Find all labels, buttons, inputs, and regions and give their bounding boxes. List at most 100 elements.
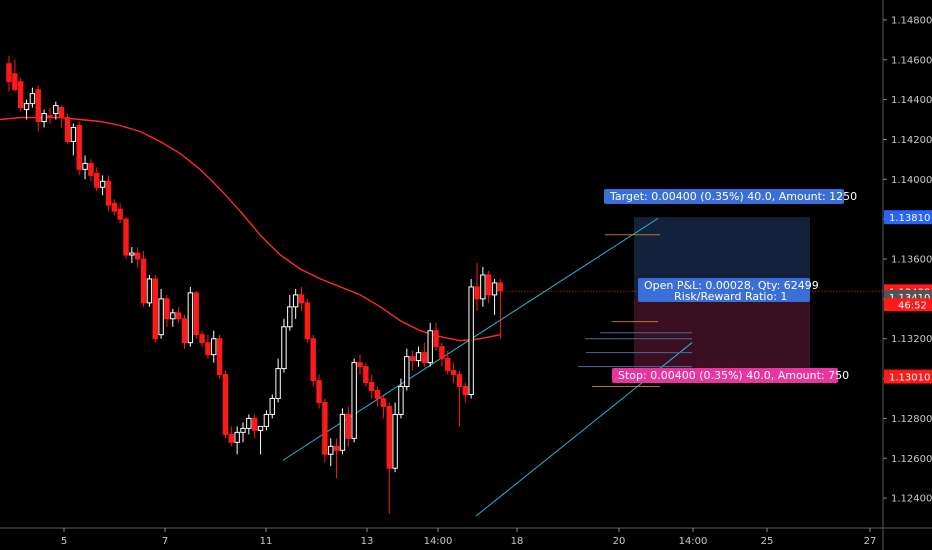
price-label-text: 1.13810 [889,213,930,224]
price-label-box[interactable] [884,210,932,225]
candle-body [304,302,311,340]
candle-body [234,431,240,443]
candle-body [18,81,24,109]
candle [205,334,211,359]
candle [58,105,65,128]
candle [257,425,264,455]
position-annotations[interactable]: Target: 0.00400 (0.35%) 40.0, Amount: 12… [604,189,857,383]
pnl-label-box[interactable] [638,278,810,302]
price-label-box[interactable] [884,369,932,384]
pnl-label[interactable]: Open P&L: 0.00028, Qty: 62499Risk/Reward… [638,278,819,303]
candle-body [117,208,123,220]
candle-body [170,312,176,320]
candle [275,358,281,403]
price-label[interactable]: 1.13010 [884,369,932,384]
position-zones [634,217,810,377]
price-tick-label: 1.12800 [891,414,932,425]
candle-body [129,252,135,256]
candle [140,251,147,307]
moving-average-line [0,116,501,342]
target-label[interactable]: Target: 0.00400 (0.35%) 40.0, Amount: 12… [604,189,857,204]
candle [76,121,82,176]
candle [263,410,270,431]
candle-body [415,352,422,362]
candle [456,370,463,427]
candle-body [287,306,293,328]
candle-body [64,117,71,142]
price-tick-label: 1.12600 [891,454,932,465]
candle [374,386,381,407]
candle [228,426,235,447]
candle [82,155,88,180]
candle-body [292,294,299,308]
candle [439,342,445,367]
price-tick-label: 1.14600 [891,55,932,66]
stop-label-text: Stop: 0.00400 (0.35%) 40.0, Amount: 750 [618,369,849,382]
candle-body [140,258,147,304]
candle-body [398,386,404,415]
candle-body [23,103,30,111]
candle-body [310,338,316,382]
candle-body [175,312,182,320]
candle [246,414,252,435]
candle [64,113,71,144]
candle [94,167,100,192]
candle-body [252,417,258,431]
candle-body [76,125,82,170]
candle [234,426,240,455]
candle [445,350,451,375]
price-axis[interactable]: 1.14800 1.14600 1.14400 1.14200 1.14000 1.138… [882,0,932,550]
candle [339,408,346,455]
candle [398,378,404,419]
candle-body [41,113,47,123]
candle-body [445,358,451,372]
candle [129,247,135,264]
candle-body [53,105,59,115]
candle [146,274,153,307]
candle-body [181,318,188,344]
target-label-text: Target: 0.00400 (0.35%) 40.0, Amount: 12… [609,190,857,203]
stop-label-box[interactable] [612,368,838,383]
candle-body [462,386,469,396]
candle-body [316,380,322,403]
candle [193,290,199,339]
price-tick-label: 1.14400 [891,95,932,106]
candle-body [357,362,363,368]
candle [322,398,328,463]
candle-body [88,162,94,176]
candle-body [269,397,275,415]
price-label[interactable]: 1.13810 [884,210,932,225]
time-tick-label: 20 [613,536,626,547]
candle [369,374,375,399]
candle [12,59,18,92]
price-tick-label: 1.13200 [891,334,932,345]
candle-body [99,180,106,188]
candle [88,159,94,182]
candle [292,288,299,319]
candle [333,438,340,479]
candle-body [205,342,211,356]
target-label-box[interactable] [604,189,844,204]
countdown-box [884,298,932,312]
candle [105,175,112,212]
candle-body [216,338,223,376]
candle-body [345,413,352,439]
time-axis[interactable]: 5 7 11 13 14:00 18 20 14:00 25 27 [0,527,932,547]
candle [357,354,363,375]
time-tick-label: 14:00 [424,536,453,547]
candle-body [480,274,486,300]
candle-body [409,356,416,362]
candle-body [468,286,474,396]
candle [99,175,106,196]
candle-body [211,338,217,356]
stop-label[interactable]: Stop: 0.00400 (0.35%) 40.0, Amount: 750 [612,368,849,383]
candle-body [491,282,498,296]
candle [252,414,258,439]
candle [35,85,41,132]
candle [480,266,486,307]
pnl-label-text: Open P&L: 0.00028, Qty: 62499 [644,279,819,292]
candle-body [386,405,392,469]
candle-body [404,356,410,388]
candle-body [199,334,205,344]
